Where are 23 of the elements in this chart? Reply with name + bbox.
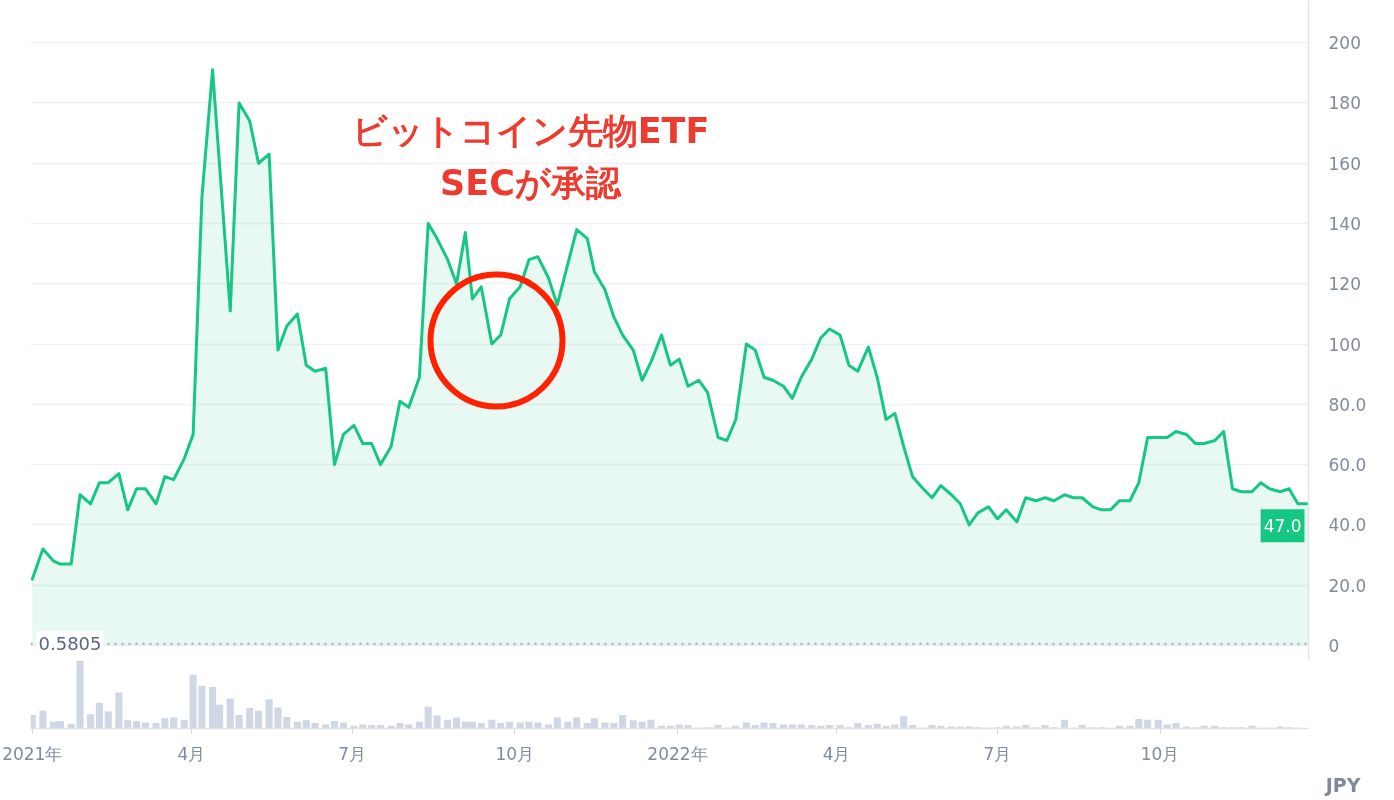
annotation: ビットコイン先物ETF SECが承認 (351, 110, 710, 203)
y-tick-label: 140 (1328, 214, 1361, 235)
y-tick-label: 0 (1328, 635, 1340, 656)
y-tick-label: 40.0 (1328, 515, 1367, 536)
y-tick-label: 120 (1328, 274, 1361, 295)
y-tick-label: 60.0 (1328, 455, 1367, 476)
x-tick-label: 7月 (983, 743, 1012, 764)
x-tick-label: 7月 (338, 743, 367, 764)
y-tick-label: 100 (1328, 334, 1361, 355)
y-tick-label: 200 (1328, 33, 1361, 54)
data-label: 47.0 (1263, 516, 1302, 537)
x-tick-label: 4月 (822, 743, 851, 764)
text: JPY (1323, 773, 1361, 796)
x-tick-label: 2022年 (647, 743, 708, 764)
y-tick-label: 80.0 (1328, 394, 1367, 415)
y-tick-label: 160 (1328, 153, 1361, 174)
x-tick-label: 10月 (495, 743, 535, 764)
y-tick-label: 180 (1328, 93, 1361, 114)
x-tick-label: 2021年 (2, 743, 63, 764)
x-tick-label: 4月 (177, 743, 206, 764)
y-tick-label: 20.0 (1328, 575, 1367, 596)
x-tick-label: 10月 (1140, 743, 1180, 764)
ref-line-label: 0.5805 (38, 633, 102, 655)
